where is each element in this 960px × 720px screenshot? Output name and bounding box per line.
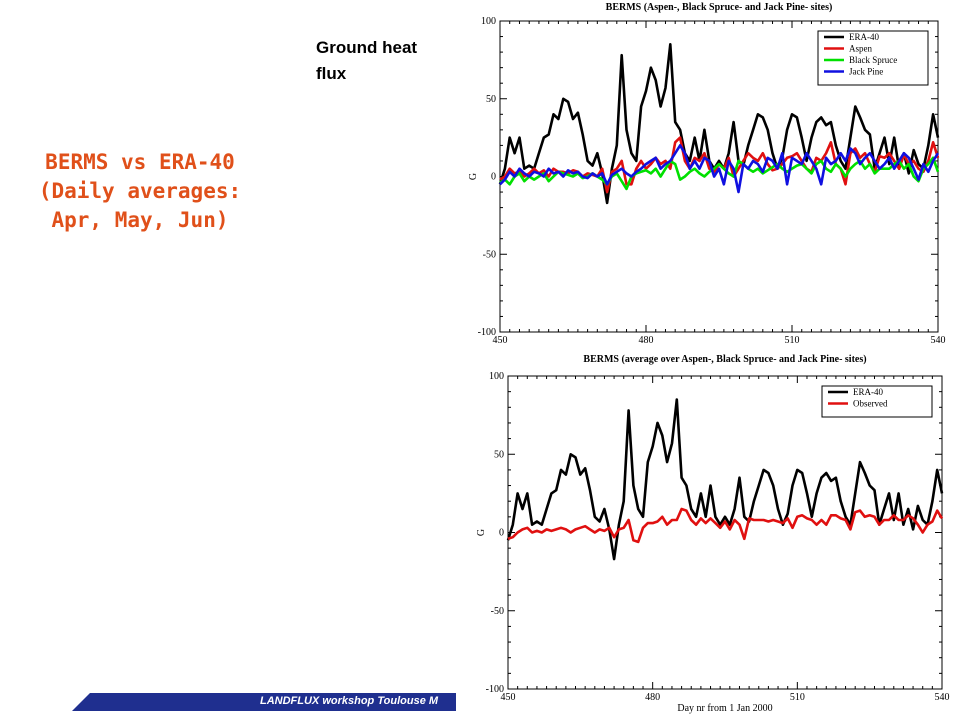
x-tick-label: 480	[645, 692, 660, 703]
legend-label: Black Spruce	[849, 55, 897, 65]
slide-title: BERMS vs ERA-40 (Daily averages: Apr, Ma…	[0, 148, 280, 235]
series-line	[499, 156, 940, 191]
x-tick-label: 450	[501, 692, 516, 703]
chart-average: BERMS (average over Aspen-, Black Spruce…	[456, 350, 950, 720]
legend-label: ERA-40	[849, 32, 879, 42]
x-tick-label: 510	[790, 692, 805, 703]
plot-frame	[507, 375, 943, 690]
slide-title-line: (Daily averages:	[38, 179, 242, 203]
chart-sites: BERMS (Aspen-, Black Spruce- and Jack Pi…	[456, 0, 950, 350]
series-line	[507, 507, 944, 544]
legend-label: Observed	[853, 399, 888, 409]
chart-title: BERMS (Aspen-, Black Spruce- and Jack Pi…	[606, 2, 833, 13]
chart-title: BERMS (average over Aspen-, Black Spruce…	[583, 354, 866, 365]
x-axis-label: Day nr from 1 Jan 2000	[677, 703, 772, 714]
y-tick-label: 0	[499, 528, 504, 539]
footer-bar	[72, 693, 472, 711]
y-axis-label: G	[468, 173, 479, 180]
legend-label: Aspen	[849, 44, 872, 54]
x-tick-label: 540	[935, 692, 950, 703]
x-tick-label: 510	[785, 335, 800, 346]
y-tick-label: 50	[494, 449, 504, 460]
series-line	[506, 398, 944, 561]
legend-box	[817, 30, 929, 86]
x-tick-label: 540	[931, 335, 946, 346]
y-tick-label: 100	[481, 16, 496, 27]
slide-title-line: Apr, May, Jun)	[51, 208, 229, 232]
label-line: flux	[316, 64, 347, 83]
legend-label: ERA-40	[853, 387, 883, 397]
y-tick-label: -50	[491, 606, 504, 617]
label-line: Ground heat	[316, 38, 418, 57]
y-tick-label: -100	[486, 684, 504, 695]
y-axis-label: G	[476, 529, 487, 536]
y-tick-label: -50	[483, 249, 496, 260]
y-tick-label: 100	[489, 371, 504, 382]
y-tick-label: -100	[478, 327, 496, 338]
slide-title-line: BERMS vs ERA-40	[45, 150, 235, 174]
footer-text: LANDFLUX workshop Toulouse M	[260, 695, 439, 707]
series-line	[498, 42, 940, 205]
series-line	[499, 144, 940, 194]
ground-heat-flux-label: Ground heat flux	[316, 35, 417, 87]
y-tick-label: 0	[491, 172, 496, 183]
x-tick-label: 480	[639, 335, 654, 346]
x-tick-label: 450	[493, 335, 508, 346]
legend-label: Jack Pine	[849, 67, 883, 77]
y-tick-label: 50	[486, 94, 496, 105]
